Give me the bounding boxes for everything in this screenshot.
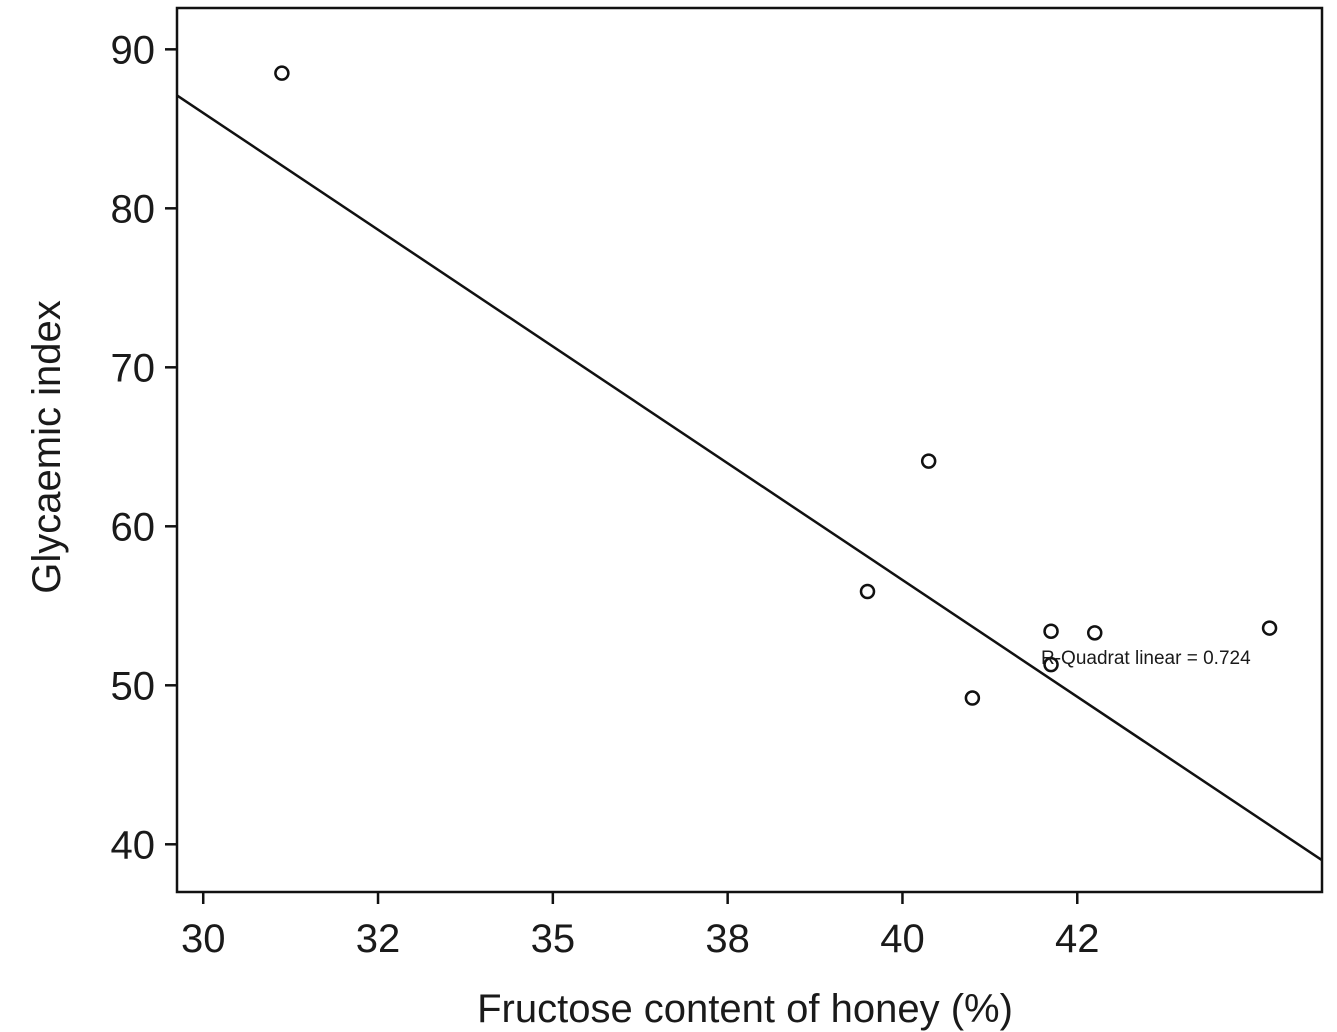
- y-tick-label: 40: [111, 823, 156, 867]
- x-tick-label: 40: [880, 917, 925, 961]
- data-point: [1043, 656, 1059, 673]
- data-point: [1086, 625, 1103, 641]
- y-tick-label: 80: [111, 187, 156, 231]
- data-point: [920, 453, 937, 469]
- data-point: [274, 65, 290, 81]
- x-tick-label: 38: [705, 917, 750, 961]
- r-squared-annotation: R-Quadrat linear = 0.724: [1041, 648, 1251, 669]
- data-point: [1261, 620, 1278, 636]
- data-point: [964, 690, 981, 706]
- x-tick-label: 35: [531, 917, 576, 961]
- x-tick-label: 42: [1055, 917, 1100, 961]
- x-tick-label: 30: [181, 917, 226, 961]
- x-axis: 30 32 35 38 40 42: [181, 892, 1100, 961]
- plot-frame: [175, 6, 1324, 894]
- data-points: [274, 65, 1278, 706]
- y-tick-label: 70: [111, 346, 156, 390]
- y-tick-label: 60: [111, 505, 156, 549]
- data-point: [859, 583, 876, 600]
- regression-line: [176, 94, 1323, 862]
- y-tick-label: 50: [111, 664, 156, 708]
- x-axis-title: Fructose content of honey (%): [477, 987, 1013, 1031]
- x-tick-label: 32: [356, 917, 401, 961]
- y-axis: 40 50 60 70 80 90: [111, 28, 177, 867]
- y-axis-title: Glycaemic index: [25, 300, 69, 593]
- data-point: [1043, 623, 1059, 640]
- y-tick-label: 90: [111, 28, 156, 72]
